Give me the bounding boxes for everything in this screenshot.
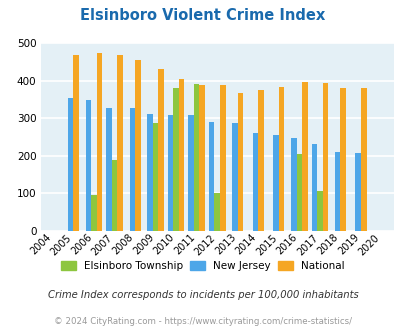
Bar [258, 89, 263, 231]
Bar [290, 138, 296, 231]
Bar [68, 98, 73, 231]
Text: Crime Index corresponds to incidents per 100,000 inhabitants: Crime Index corresponds to incidents per… [47, 290, 358, 300]
Bar [311, 145, 316, 231]
Bar [135, 60, 140, 231]
Bar [334, 151, 339, 231]
Bar [129, 108, 135, 231]
Bar [316, 191, 322, 231]
Bar [188, 115, 194, 231]
Bar [179, 79, 184, 231]
Bar [199, 85, 205, 231]
Bar [220, 85, 225, 231]
Text: Elsinboro Violent Crime Index: Elsinboro Violent Crime Index [80, 8, 325, 23]
Bar [214, 193, 220, 231]
Bar [152, 123, 158, 231]
Bar [209, 121, 214, 231]
Bar [322, 83, 327, 231]
Bar [360, 88, 366, 231]
Bar [167, 115, 173, 231]
Bar [273, 135, 278, 231]
Bar [354, 153, 360, 231]
Bar [73, 54, 79, 231]
Legend: Elsinboro Township, New Jersey, National: Elsinboro Township, New Jersey, National [59, 259, 346, 274]
Bar [96, 53, 102, 231]
Text: © 2024 CityRating.com - https://www.cityrating.com/crime-statistics/: © 2024 CityRating.com - https://www.city… [54, 317, 351, 326]
Bar [106, 108, 111, 231]
Bar [194, 84, 199, 231]
Bar [339, 88, 345, 231]
Bar [296, 154, 301, 231]
Bar [232, 123, 237, 231]
Bar [237, 93, 243, 231]
Bar [85, 100, 91, 231]
Bar [301, 82, 307, 231]
Bar [252, 133, 258, 231]
Bar [91, 194, 96, 231]
Bar [278, 87, 284, 231]
Bar [111, 159, 117, 231]
Bar [173, 88, 179, 231]
Bar [158, 69, 164, 231]
Bar [117, 55, 123, 231]
Bar [147, 114, 152, 231]
